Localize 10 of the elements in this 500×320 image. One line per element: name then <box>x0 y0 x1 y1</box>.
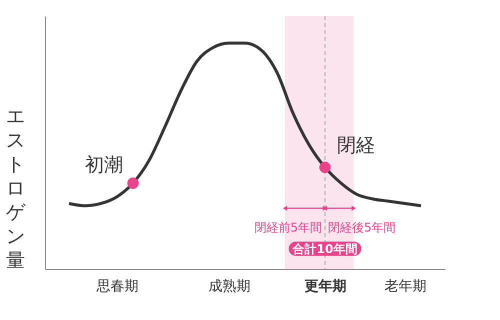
annotation: 閉経 <box>337 134 375 156</box>
x-tick-label: 思春期 <box>96 278 138 294</box>
annotation: 閉経後5年間 <box>328 220 396 234</box>
x-tick-label: 老年期 <box>384 278 426 294</box>
annotation: 閉経前5年間 <box>254 220 322 234</box>
x-tick-label: 更年期 <box>304 278 346 294</box>
y-axis-title: エストロゲン量 <box>6 106 26 272</box>
annotation: 合計10年間 <box>292 242 358 256</box>
x-tick-label: 成熟期 <box>208 278 250 294</box>
annotation: 初潮 <box>85 154 123 176</box>
